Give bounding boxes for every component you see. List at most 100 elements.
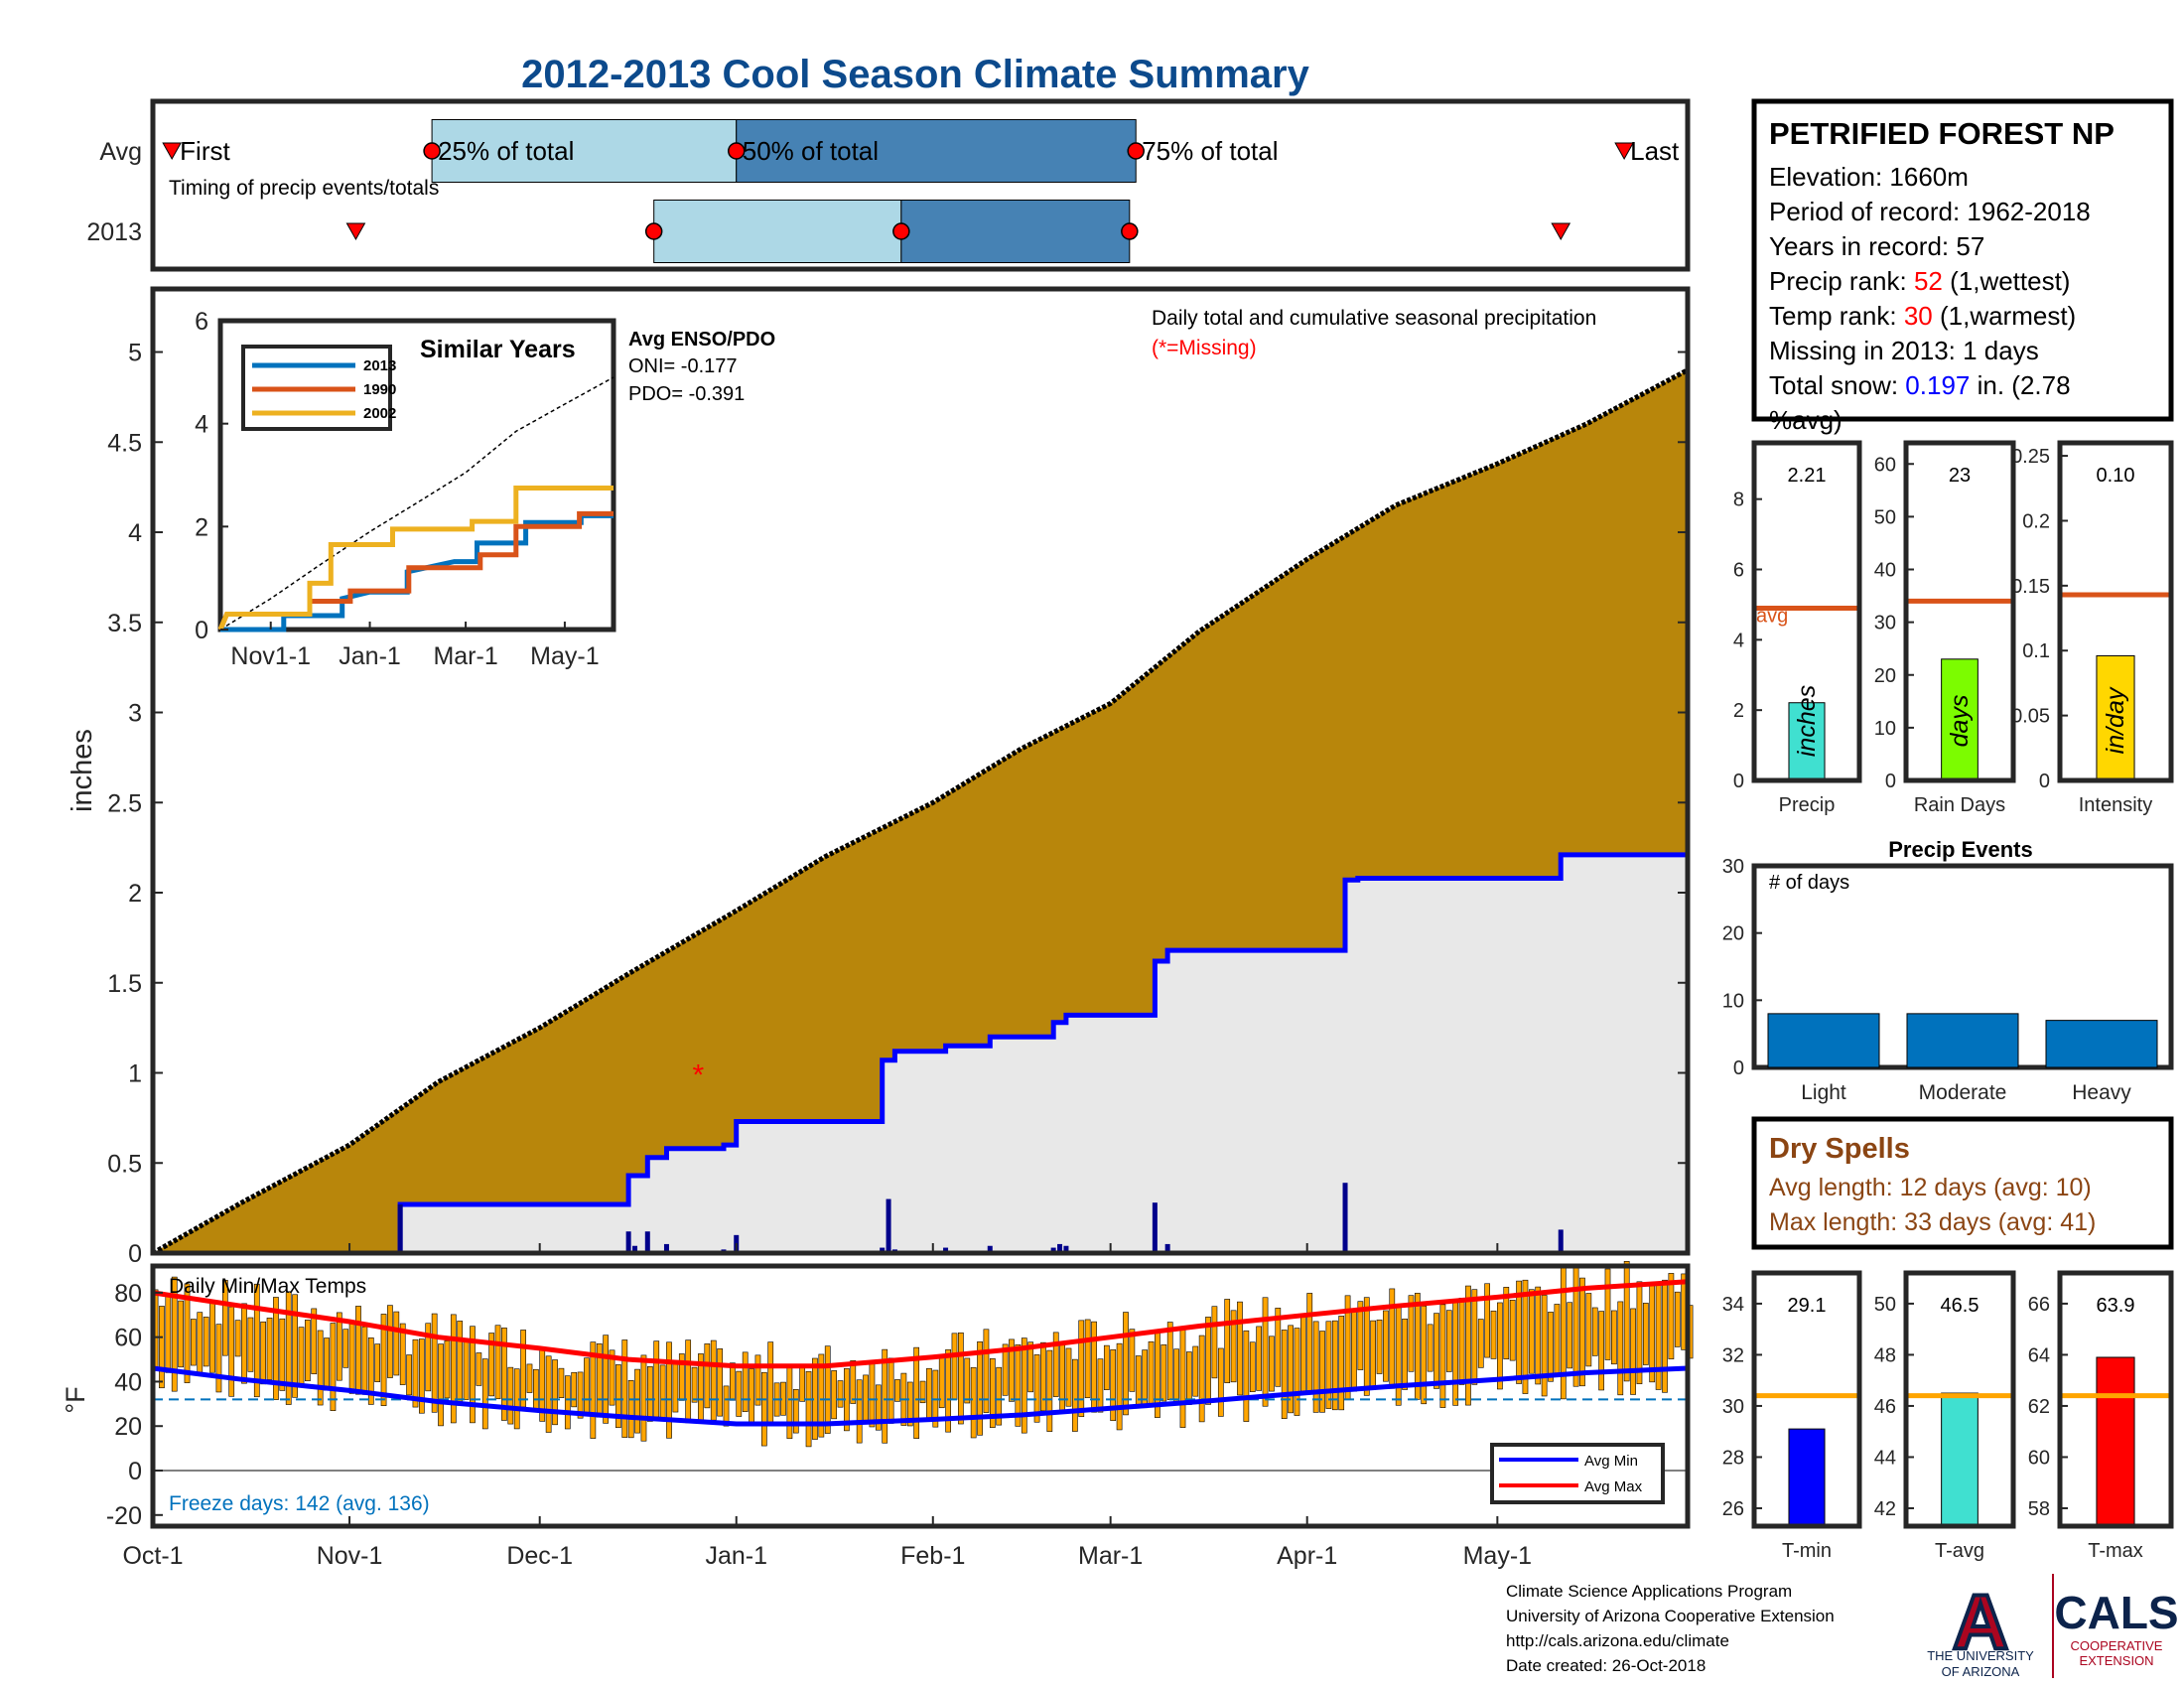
- small-chart-value: 46.5: [1941, 1295, 1979, 1317]
- footer-line1: Climate Science Applications Program: [1506, 1582, 1792, 1601]
- precip-rank: Precip rank: 52 (1,wettest): [1769, 266, 2070, 296]
- small-chart-value: 0.10: [2097, 465, 2135, 487]
- small-chart-category: T-avg: [1935, 1540, 1984, 1562]
- daily-temp-bar: [481, 1358, 488, 1430]
- daily-temp-bar: [1522, 1279, 1529, 1394]
- daily-temp-bar: [1173, 1348, 1179, 1405]
- daily-temp-bar: [1249, 1341, 1256, 1392]
- timing-marker-p50: [727, 142, 746, 160]
- avg-max-line: [152, 1279, 1689, 1369]
- temp-ytick-label: 20: [114, 1413, 142, 1441]
- daily-temp-bar: [1306, 1293, 1313, 1392]
- small-ytick-label: 28: [1722, 1447, 1744, 1469]
- daily-temp-bar: [241, 1303, 247, 1384]
- daily-temp-bar: [1611, 1310, 1617, 1365]
- daily-temp-bar: [1623, 1261, 1630, 1382]
- timing-marker-first: [345, 222, 366, 241]
- daily-temp-bar: [627, 1380, 634, 1439]
- daily-temp-bar: [1033, 1354, 1040, 1423]
- snow-label-cont: %avg): [1769, 405, 1843, 435]
- timing-marker-last: [1614, 142, 1634, 161]
- daily-precip-bar: [1057, 1243, 1063, 1253]
- daily-temp-bar: [1103, 1344, 1110, 1390]
- date-axis: Oct-1 Nov-1 Dec-1 Jan-1 Feb-1 Mar-1 Apr-1 May-1: [122, 1243, 1532, 1570]
- daily-temp-bar: [253, 1283, 260, 1398]
- daily-temp-bar: [1211, 1306, 1218, 1379]
- daily-temp-bar: [1591, 1307, 1598, 1356]
- daily-temp-bar: [875, 1384, 882, 1431]
- timing-caption: Timing of precip events/totals: [169, 177, 439, 200]
- inset-title: Similar Years: [420, 336, 576, 363]
- timing-marker-p25: [423, 142, 441, 160]
- date-axis-label: Feb-1: [900, 1542, 965, 1570]
- daily-temp-bar: [913, 1346, 920, 1439]
- daily-temp-bar: [1275, 1308, 1282, 1387]
- daily-temp-bar: [526, 1363, 533, 1393]
- daily-temp-bar: [749, 1368, 754, 1425]
- precip-chart-title: Daily total and cumulative seasonal prec…: [1152, 307, 1596, 330]
- daily-temp-bar: [1072, 1358, 1078, 1432]
- precip-ytick-label: 2: [128, 880, 142, 908]
- daily-temp-bar: [1662, 1279, 1668, 1393]
- daily-temp-bar: [1262, 1297, 1269, 1407]
- timing-marker-p50: [892, 222, 910, 240]
- events-marks: Light Moderate Heavy 0 10 20 30: [1722, 856, 2158, 1104]
- daily-temp-bar: [203, 1317, 209, 1367]
- cals-line2: EXTENSION: [2079, 1653, 2153, 1668]
- daily-temp-bar: [977, 1341, 983, 1436]
- daily-temp-bar: [1402, 1319, 1408, 1390]
- daily-temp-bar: [1331, 1320, 1338, 1411]
- dry-spells-title: Dry Spells: [1769, 1133, 1910, 1165]
- daily-temp-bar: [1439, 1304, 1446, 1408]
- small-chart-unit: inches: [1793, 685, 1821, 757]
- daily-temp-bar: [742, 1351, 749, 1412]
- ua-logo-letter: A: [1953, 1578, 2008, 1665]
- daily-temp-bar: [463, 1340, 470, 1400]
- daily-temp-bar: [799, 1364, 806, 1402]
- daily-temp-bar: [906, 1381, 913, 1427]
- daily-temp-bar: [678, 1353, 685, 1401]
- daily-precip-bar: [1063, 1245, 1069, 1253]
- precip-frame: [150, 286, 1691, 1256]
- daily-temp-bar: [989, 1358, 996, 1428]
- daily-temp-bar: [1408, 1295, 1415, 1372]
- timing-box-late: [900, 200, 1131, 263]
- daily-temp-bar: [837, 1380, 844, 1408]
- daily-temp-bar: [1300, 1314, 1306, 1394]
- dry-spells-frame: [1751, 1116, 2174, 1250]
- daily-temp-bar: [221, 1279, 228, 1356]
- daily-temp-bar: [736, 1370, 743, 1417]
- years-label: Years in record: 57: [1769, 231, 1984, 261]
- small-ytick-label: 0.2: [2022, 510, 2050, 532]
- daily-temp-bar: [887, 1357, 894, 1424]
- station-name: PETRIFIED FOREST NP: [1769, 116, 2115, 151]
- small-chart-category: Intensity: [2079, 794, 2152, 816]
- daily-temp-bar: [184, 1283, 191, 1383]
- small-ytick-label: 0: [1733, 771, 1744, 792]
- daily-temp-bar: [691, 1366, 698, 1403]
- daily-temp-bar: [165, 1294, 172, 1373]
- snow-label: Total snow: 0.197 in. (2.78: [1769, 370, 2071, 400]
- daily-temp-bar: [406, 1354, 412, 1396]
- daily-temp-bar: [1046, 1349, 1053, 1432]
- daily-temp-bar: [996, 1366, 1003, 1426]
- daily-temp-bar: [760, 1371, 767, 1447]
- timing-box-early: [653, 200, 902, 263]
- small-ytick-label: 10: [1874, 718, 1896, 740]
- daily-temp-bar: [1572, 1267, 1579, 1387]
- temp-ytick-label: -20: [106, 1502, 142, 1530]
- event-category-label: Heavy: [2072, 1081, 2131, 1104]
- small-bar-t-avg: [1941, 1392, 1979, 1527]
- temp-ytick-label: 0: [128, 1458, 142, 1485]
- daily-temp-bar: [330, 1323, 337, 1412]
- daily-temp-bar: [292, 1294, 298, 1398]
- elevation-label: Elevation: 1660m: [1769, 162, 1969, 192]
- daily-temp-bar: [1370, 1320, 1376, 1390]
- date-axis-label: Mar-1: [1078, 1542, 1143, 1570]
- daily-precip-bar: [1342, 1183, 1348, 1253]
- small-ytick-label: 30: [1722, 1396, 1744, 1418]
- cals-line1: COOPERATIVE: [2071, 1638, 2163, 1653]
- temp-legend: [1490, 1443, 1665, 1504]
- daily-temp-bar: [882, 1348, 888, 1444]
- inset-legend-label-2002: 2002: [363, 405, 396, 422]
